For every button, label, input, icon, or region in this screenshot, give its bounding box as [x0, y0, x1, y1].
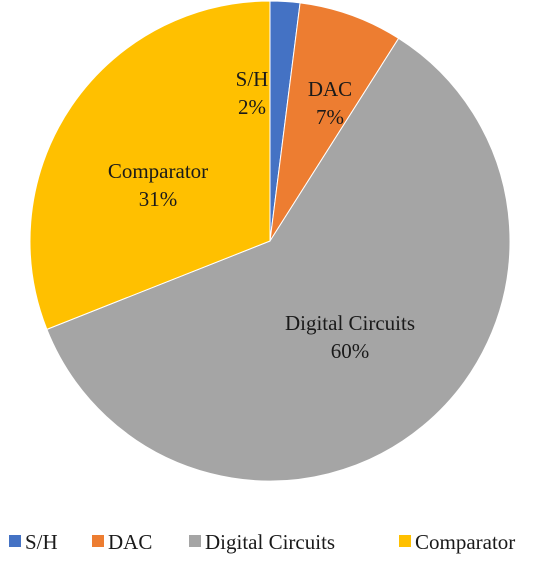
legend-swatch-comparator — [399, 535, 411, 547]
slice-label-percent: 2% — [238, 95, 266, 119]
legend-swatch-dac — [92, 535, 104, 547]
slice-label-category: Comparator — [108, 159, 208, 183]
slice-label-percent: 60% — [331, 339, 370, 363]
legend-label-digital-circuits: Digital Circuits — [205, 530, 335, 554]
legend-item-digital-circuits: Digital Circuits — [189, 530, 335, 554]
slice-label-dac: DAC 7% — [308, 77, 352, 129]
pie-slice-dac — [269, 2, 400, 242]
slice-label-digital-circuits: Digital Circuits 60% — [285, 311, 415, 363]
pie-slice-digital-circuits — [46, 37, 511, 482]
slice-label-comparator: Comparator 31% — [108, 159, 208, 211]
legend-swatch-s-h — [9, 535, 21, 547]
legend-item-s-h: S/H — [9, 530, 58, 554]
legend-label-dac: DAC — [108, 530, 152, 554]
pie-slices — [29, 0, 511, 482]
legend: S/H DAC Digital Circuits Comparator — [9, 530, 515, 554]
legend-swatch-digital-circuits — [189, 535, 201, 547]
pie-slice-labels: S/H 2% DAC 7% Digital Circuits 60% Comparator 3… — [108, 67, 415, 363]
slice-label-category: S/H — [236, 67, 269, 91]
slice-label-percent: 31% — [139, 187, 178, 211]
slice-label-category: DAC — [308, 77, 352, 101]
legend-item-comparator: Comparator — [399, 530, 515, 554]
legend-label-comparator: Comparator — [415, 530, 515, 554]
legend-label-s-h: S/H — [25, 530, 58, 554]
slice-label-category: Digital Circuits — [285, 311, 415, 335]
legend-item-dac: DAC — [92, 530, 152, 554]
slice-label-percent: 7% — [316, 105, 344, 129]
slice-label-s-h: S/H 2% — [236, 67, 269, 119]
pie-slice-comparator — [29, 0, 271, 330]
